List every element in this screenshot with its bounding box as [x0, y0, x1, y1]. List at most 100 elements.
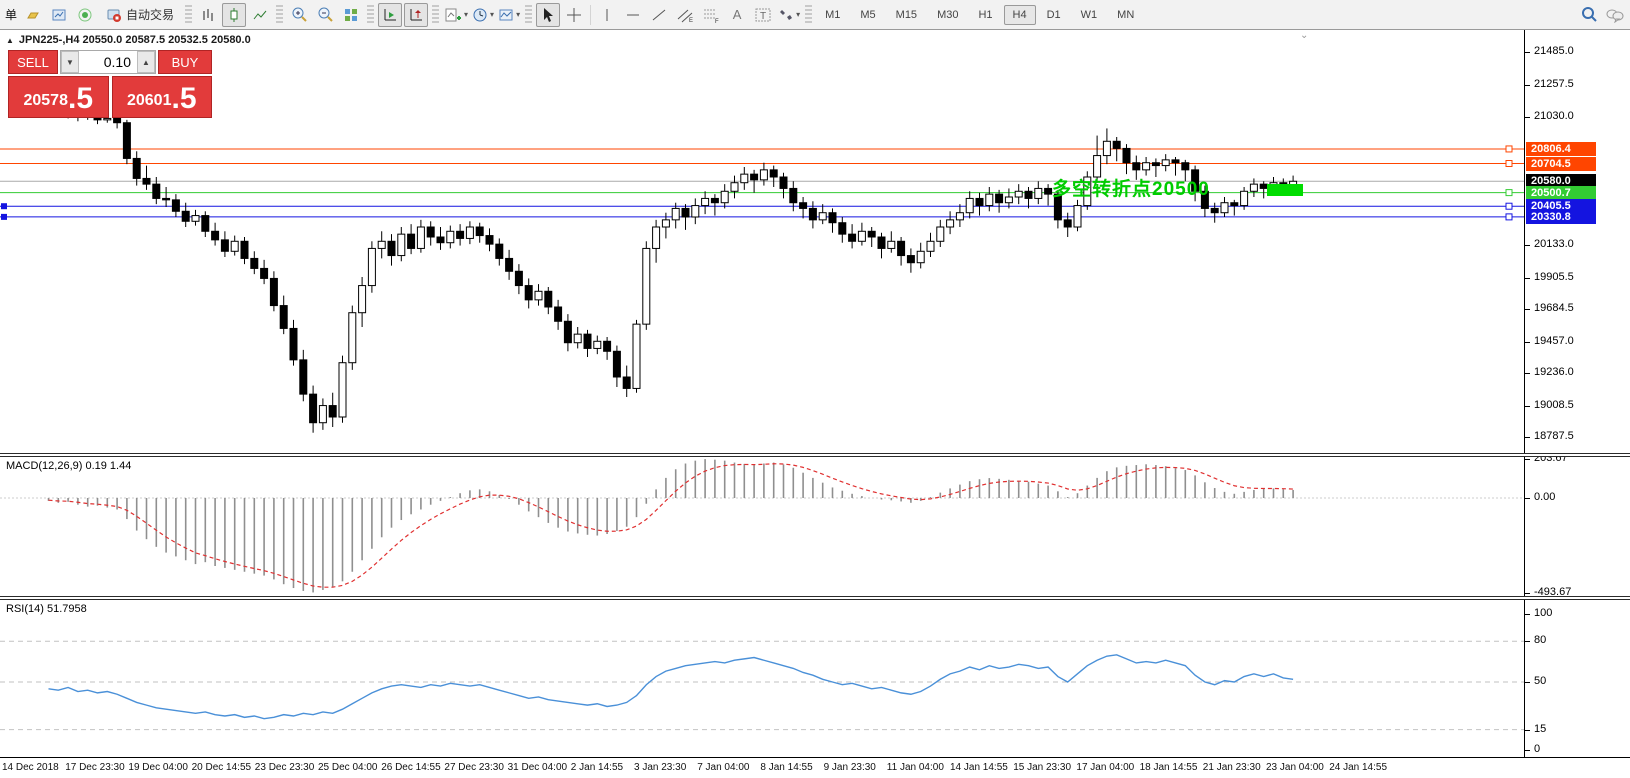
gold-icon[interactable]	[21, 3, 45, 27]
price-tick-label: 21485.0	[1534, 45, 1574, 57]
time-axis[interactable]: 14 Dec 2018 17 Dec 23:30 19 Dec 04:00 20 De…	[0, 757, 1630, 778]
text-tool-icon[interactable]: A	[732, 7, 742, 22]
candle-body	[1230, 202, 1239, 207]
volume-input[interactable]: 0.10	[79, 51, 137, 73]
price-tick-label: 18787.5	[1534, 430, 1574, 443]
rsi-scale[interactable]: 100 80 50 15 0	[1524, 600, 1630, 757]
pane-separator[interactable]	[0, 453, 1630, 457]
rsi-chart[interactable]	[0, 600, 1524, 757]
price-tick-label: 19905.5	[1534, 270, 1574, 283]
tf-d1[interactable]: D1	[1046, 8, 1061, 21]
toolbar-grip	[276, 4, 284, 25]
macd-tick-mark	[1525, 592, 1530, 594]
tf-m15[interactable]: M15	[895, 8, 918, 21]
chat-icon[interactable]	[1603, 3, 1627, 27]
macd-tick-mark	[1525, 458, 1530, 460]
pane-separator[interactable]	[0, 596, 1630, 600]
tf-w1[interactable]: W1	[1080, 8, 1098, 21]
tile-windows-icon[interactable]	[339, 3, 363, 27]
candle-body	[838, 222, 847, 235]
symbol-ohlc-text: JPN225-,H4 20550.0 20587.5 20532.5 20580…	[18, 34, 251, 46]
price-tick-mark	[1525, 84, 1530, 86]
macd-scale[interactable]: 203.67 0.00 -493.67	[1524, 457, 1630, 596]
rsi-label: RSI(14) 51.7958	[6, 603, 87, 615]
zoom-in-icon[interactable]	[287, 3, 311, 27]
line-handle[interactable]	[1505, 189, 1513, 197]
candle-body	[142, 177, 151, 185]
horizontal-line-tool-icon[interactable]	[621, 3, 645, 27]
tf-m5[interactable]: M5	[860, 8, 876, 21]
templates-icon[interactable]: ▾	[497, 3, 521, 27]
line-handle[interactable]	[1505, 145, 1513, 153]
bar-chart-icon[interactable]	[196, 3, 220, 27]
rsi-tick-mark	[1525, 614, 1530, 615]
periods-icon[interactable]: ▾	[471, 3, 495, 27]
macd-chart[interactable]	[0, 457, 1524, 596]
candle-chart-icon[interactable]	[222, 2, 247, 27]
price-scale[interactable]: 21485.0 21257.5 21030.0 20133.0 19905.5 19684…	[1524, 30, 1630, 453]
price-tick-mark	[1525, 245, 1530, 247]
buy-quote[interactable]: 20601 .5	[111, 76, 212, 118]
rsi-tick-mark	[1525, 729, 1530, 731]
equidistant-channel-tool-icon[interactable]: E	[673, 3, 697, 27]
toolbar: 单 自动交易	[0, 0, 1630, 30]
auto-trading-button[interactable]: 自动交易	[99, 3, 181, 27]
line-chart-icon[interactable]	[248, 3, 272, 27]
vertical-line-tool-icon[interactable]	[595, 3, 619, 27]
chart-shift-icon[interactable]	[404, 2, 429, 27]
buy-button[interactable]: BUY	[158, 50, 212, 74]
text-label-tool-icon[interactable]: T	[751, 3, 775, 27]
tf-mn[interactable]: MN	[1117, 8, 1135, 21]
line-handle[interactable]	[1, 213, 7, 220]
line-handle[interactable]	[1, 203, 7, 210]
macd-tick-mark	[1525, 498, 1530, 499]
sell-quote[interactable]: 20578 .5	[8, 76, 109, 118]
candle-body	[1151, 162, 1160, 167]
line-handle[interactable]	[1505, 160, 1513, 167]
candle-body	[612, 350, 621, 378]
candle-body	[710, 197, 719, 204]
add-indicator-icon[interactable]: ▾	[443, 3, 469, 27]
toolbar-grip	[367, 4, 375, 25]
tf-m1[interactable]: M1	[825, 8, 841, 21]
chart-annotation-text[interactable]: 多空转折点20500	[1052, 179, 1210, 200]
time-axis-label: 23 Jan 04:00	[1266, 762, 1324, 773]
candle-body	[446, 230, 455, 244]
time-axis-label: 9 Jan 23:30	[823, 762, 876, 773]
candle-body	[367, 247, 376, 287]
symbol-triangle-icon[interactable]: ▲	[6, 35, 14, 45]
time-axis-label: 14 Dec 2018	[2, 762, 59, 773]
tf-h4[interactable]: H4	[1003, 4, 1036, 25]
candle-body	[514, 270, 523, 287]
candle-body	[260, 267, 269, 279]
fibonacci-tool-icon[interactable]: F	[699, 3, 723, 27]
arrows-tool-icon[interactable]: ▾	[777, 3, 801, 27]
volume-increase-button[interactable]: ▲	[137, 51, 155, 73]
highlight-box[interactable]	[1267, 184, 1303, 196]
time-axis-label: 8 Jan 14:55	[760, 762, 813, 773]
auto-scroll-icon[interactable]	[378, 2, 403, 27]
candle-body	[456, 230, 465, 239]
zoom-out-icon[interactable]	[313, 3, 337, 27]
search-icon[interactable]	[1577, 3, 1601, 27]
price-tick-mark	[1525, 117, 1530, 118]
candle-body	[299, 359, 308, 395]
volume-decrease-button[interactable]: ▼	[61, 51, 79, 73]
price-chart[interactable]	[0, 30, 1524, 453]
line-handle[interactable]	[1505, 213, 1513, 221]
new-order-clipped-label[interactable]: 单	[5, 8, 18, 22]
candle-body	[485, 235, 494, 245]
trendline-tool-icon[interactable]	[647, 3, 671, 27]
candle-body	[1034, 187, 1043, 199]
market-watch-icon[interactable]	[47, 3, 71, 27]
tf-h1[interactable]: H1	[978, 8, 993, 21]
sell-price-int: 20578	[23, 92, 68, 109]
cursor-tool-icon[interactable]	[536, 2, 561, 27]
tf-m30[interactable]: M30	[937, 8, 959, 21]
candle-body	[358, 285, 367, 314]
line-handle[interactable]	[1505, 202, 1513, 210]
candle-body	[808, 207, 817, 221]
signal-icon[interactable]	[73, 3, 97, 27]
crosshair-tool-icon[interactable]	[562, 3, 586, 27]
sell-button[interactable]: SELL	[8, 50, 58, 74]
